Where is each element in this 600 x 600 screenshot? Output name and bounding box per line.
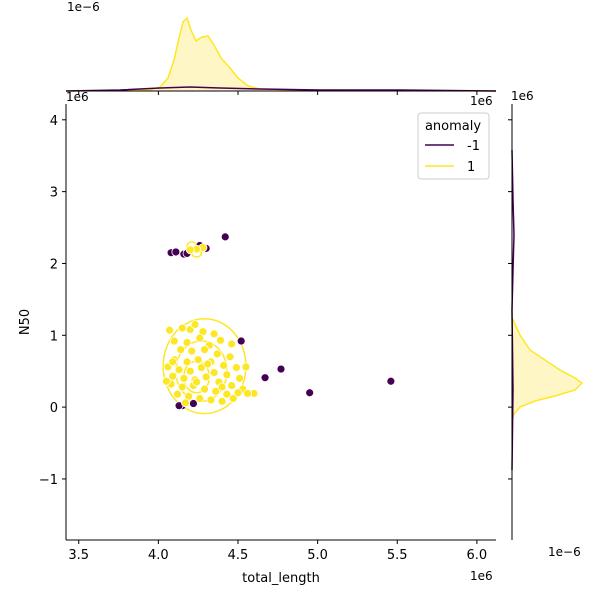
- y-offset-label: 1e6: [66, 90, 89, 104]
- scatter-point-series-1-51: [217, 396, 227, 406]
- scatter-point-series-1-57: [161, 376, 171, 386]
- scatter-point-series-1-46: [243, 389, 252, 398]
- scatter-point-series-1-52: [228, 394, 238, 403]
- legend-label-normal: 1: [467, 160, 475, 175]
- scatter-point-series--1-7: [236, 336, 246, 346]
- y-tick-label: 3: [50, 186, 58, 201]
- scatter-point-series-1-10: [195, 333, 205, 343]
- y-tick-label: 2: [50, 257, 58, 272]
- scatter-point-series-1-8: [169, 336, 179, 346]
- scatter-point-series--1-6: [220, 232, 230, 242]
- top-marginal-anomaly-line: [65, 86, 497, 92]
- x-tick-label: 3.5: [68, 548, 89, 563]
- scatter-point-series-1-22: [232, 363, 241, 373]
- scatter-point-series--1-8: [260, 373, 270, 383]
- legend-label-neg: -1: [467, 139, 480, 154]
- y-tick-label: 0: [50, 401, 58, 416]
- scatter-point-series-1-9: [182, 338, 192, 347]
- right-edge-offset-label: 1e6: [470, 94, 493, 108]
- scatter-point-series-1-45: [233, 388, 243, 398]
- scatter-point-series-1-29: [222, 370, 232, 380]
- legend-title: anomaly: [425, 119, 481, 134]
- scatter-point-series-1-55: [203, 359, 213, 369]
- scatter-point-series-1-0: [165, 325, 174, 335]
- scatter-point-series-1-18: [182, 357, 192, 367]
- top-marginal-offset: 1e−6: [67, 0, 100, 14]
- right-marginal-top-offset-label: 1e6: [511, 89, 534, 103]
- scatter-point-series-1-49: [195, 394, 205, 403]
- y-tick-label: 4: [50, 114, 58, 129]
- scatter-point-series-1-21: [219, 361, 229, 370]
- scatter-point-series--1-9: [276, 364, 286, 374]
- scatter-point-series-1-32: [179, 373, 189, 383]
- scatter-point-series-1-56: [217, 382, 227, 392]
- scatter-point-series-1-30: [235, 373, 244, 383]
- scatter-point-series-1-61: [168, 357, 178, 367]
- x-tick-label: 6.0: [467, 548, 488, 563]
- scatter-point-series--1-11: [386, 376, 396, 386]
- scatter-point-series-1-25: [174, 365, 184, 375]
- scatter-point-series-1-50: [206, 395, 216, 405]
- scatter-point-series-1-14: [200, 345, 209, 355]
- scatter-point-series--1-1: [171, 247, 181, 257]
- top-marginal-normal-fill: [66, 18, 496, 91]
- y-tick-label: 1: [50, 329, 58, 344]
- x-offset-label: 1e6: [470, 569, 493, 583]
- scatter-point-series-1-42: [200, 384, 209, 394]
- scatter-point-series-1-26: [185, 366, 195, 376]
- scatter-point-series-1-44: [222, 389, 232, 399]
- scatter-point-series-1-54: [192, 377, 201, 387]
- x-tick-label: 5.5: [387, 548, 408, 563]
- scatter-point-series-1-34: [201, 372, 211, 382]
- legend: anomaly -1 1: [417, 112, 490, 180]
- scatter-point-series-1-28: [209, 368, 219, 378]
- scatter-point-series-1-53: [181, 398, 190, 408]
- scatter-point-series-1-16: [225, 352, 235, 362]
- top-marginal-normal-line: [65, 16, 497, 92]
- scatter-point-series-1-23: [241, 362, 251, 372]
- x-axis-label: total_length: [242, 571, 320, 586]
- scatter-point-series-1-60: [185, 245, 195, 255]
- scatter-point-series-1-12: [176, 345, 186, 355]
- scatter-point-series-1-13: [187, 346, 197, 356]
- right-marginal-offset: 1e−6: [548, 545, 581, 559]
- top-marginal: 1e−6: [65, 0, 497, 92]
- x-tick-label: 5.0: [307, 548, 328, 563]
- scatter-point-series-1-40: [177, 382, 187, 392]
- scatter-point-series-1-6: [216, 335, 225, 345]
- right-marginal-normal-fill: [512, 318, 582, 420]
- right-marginal-anomaly-line: [511, 149, 515, 471]
- scatter-point-series-1-15: [212, 349, 222, 359]
- x-tick-label: 4.5: [228, 548, 249, 563]
- scatter-point-series-1-36: [227, 381, 237, 390]
- scatter-point-series-1-3: [190, 320, 200, 329]
- scatter-point-series-1-1: [177, 323, 187, 333]
- scatter-point-series-1-5: [209, 329, 219, 339]
- scatter-point-series-1-43: [211, 386, 221, 396]
- scatter-point-series-1-47: [173, 389, 182, 399]
- legend-box: [417, 112, 490, 180]
- right-marginal: 1e−6: [511, 104, 584, 559]
- y-tick-label: −1: [39, 473, 58, 488]
- scatter-point-series--1-10: [305, 388, 315, 398]
- scatter-point-series-1-7: [227, 339, 237, 349]
- x-tick-label: 4.0: [148, 548, 169, 563]
- scatter-points: [161, 232, 396, 411]
- y-ticks: −1 0 1 2 3 4: [39, 114, 512, 488]
- scatter-point-series-1-19: [193, 355, 203, 365]
- right-marginal-normal-line: [511, 317, 584, 421]
- y-axis-label: N50: [18, 309, 33, 335]
- x-ticks: 3.5 4.0 4.5 5.0 5.5 6.0: [68, 91, 487, 563]
